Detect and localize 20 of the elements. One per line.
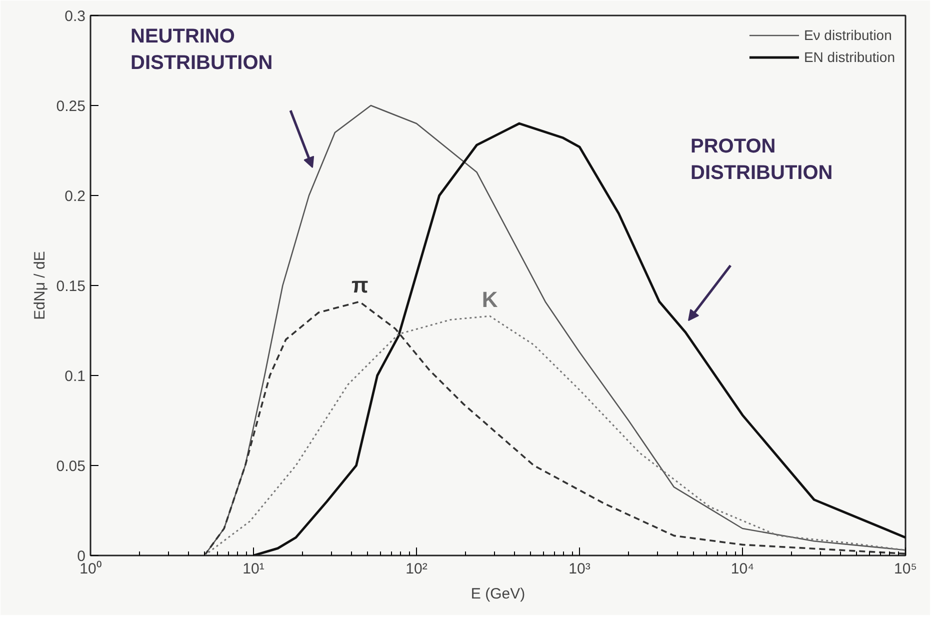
x-axis-title: E (GeV)	[470, 586, 526, 602]
x-tick-label: 10²	[406, 560, 428, 578]
x-tick-label: 10⁴	[730, 560, 754, 578]
x-tick-label: 10³	[568, 560, 590, 578]
y-tick-label: 0.3	[64, 8, 86, 25]
legend-label: EN distribution	[804, 49, 895, 65]
x-tick-label: 10⁰	[80, 560, 102, 578]
y-tick-label: 0.15	[56, 278, 86, 295]
y-tick-label: 0.2	[64, 188, 86, 205]
y-tick-label: 0.05	[56, 458, 86, 475]
annotation: NEUTRINO DISTRIBUTION	[130, 26, 273, 74]
x-tick-label: 10¹	[242, 560, 264, 578]
y-axis-title: EdNμ / dE	[31, 251, 48, 320]
legend-label: Eν distribution	[804, 27, 892, 43]
y-tick-label: 0.1	[64, 368, 86, 385]
series-label: π	[352, 272, 368, 298]
y-tick-label: 0.25	[56, 98, 86, 115]
series-label: K	[482, 287, 498, 312]
annotation: PROTON DISTRIBUTION	[690, 136, 833, 184]
x-tick-label: 10⁵	[894, 560, 917, 578]
